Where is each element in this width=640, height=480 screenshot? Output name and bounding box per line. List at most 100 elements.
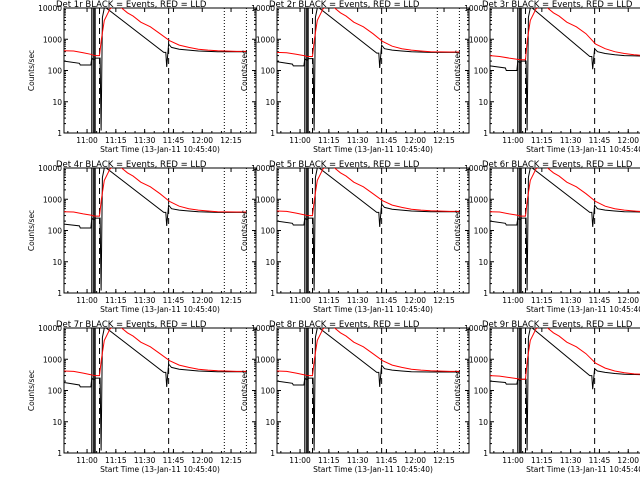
y-tick-label: 100 xyxy=(261,387,276,396)
x-tick-label: 12:15 xyxy=(433,456,455,465)
y-tick-label: 10000 xyxy=(38,324,62,333)
x-tick-label: 11:00 xyxy=(76,456,98,465)
y-tick-label: 100 xyxy=(261,227,276,236)
chart-title: Det 5r BLACK = Events, RED = LLD xyxy=(269,160,420,170)
x-tick-label: 11:45 xyxy=(589,296,611,305)
x-tick-label: 12:00 xyxy=(404,136,426,145)
x-tick-label: 11:30 xyxy=(134,136,156,145)
x-tick-label: 11:30 xyxy=(347,456,369,465)
x-tick-label: 12:15 xyxy=(433,296,455,305)
x-tick-label: 11:45 xyxy=(376,456,398,465)
y-tick-label: 10 xyxy=(52,98,62,107)
events-series-line xyxy=(277,168,460,291)
y-tick-label: 10 xyxy=(478,418,488,427)
x-tick-label: 12:15 xyxy=(220,136,242,145)
x-tick-label: 11:15 xyxy=(531,136,553,145)
chart-title: Det 4r BLACK = Events, RED = LLD xyxy=(56,160,207,170)
y-axis-label: Counts/sec xyxy=(453,210,462,251)
y-tick-label: 1 xyxy=(483,449,488,458)
plot-frame xyxy=(489,327,640,454)
events-series-line xyxy=(490,168,640,291)
y-tick-label: 100 xyxy=(48,227,63,236)
x-tick-label: 12:00 xyxy=(617,136,639,145)
y-tick-label: 100 xyxy=(474,67,489,76)
x-axis-label: Start Time (13-Jan-11 10:45:40) xyxy=(313,305,433,314)
events-series-line xyxy=(277,8,460,131)
chart-panel-9: Det 9r BLACK = Events, RED = LLD 1 10 100 10… xyxy=(453,320,640,474)
x-tick-label: 11:30 xyxy=(134,296,156,305)
y-tick-label: 10000 xyxy=(251,164,275,173)
y-tick-label: 100 xyxy=(474,227,489,236)
y-tick-label: 10000 xyxy=(251,4,275,13)
x-tick-label: 11:00 xyxy=(502,296,524,305)
events-series-line xyxy=(64,328,247,451)
x-tick-label: 11:00 xyxy=(289,456,311,465)
x-axis-label: Start Time (13-Jan-11 10:45:40) xyxy=(526,465,640,474)
y-tick-label: 10 xyxy=(265,258,275,267)
y-tick-label: 100 xyxy=(48,387,63,396)
chart-panel-2: Det 2r BLACK = Events, RED = LLD 1 10 100 10… xyxy=(240,0,470,154)
y-tick-label: 10000 xyxy=(464,164,488,173)
x-axis-label: Start Time (13-Jan-11 10:45:40) xyxy=(100,465,220,474)
x-tick-label: 11:15 xyxy=(531,296,553,305)
y-tick-label: 1 xyxy=(270,449,275,458)
y-tick-label: 10000 xyxy=(464,324,488,333)
chart-title: Det 7r BLACK = Events, RED = LLD xyxy=(56,320,207,330)
y-tick-label: 1 xyxy=(270,129,275,138)
x-axis-label: Start Time (13-Jan-11 10:45:40) xyxy=(526,305,640,314)
y-tick-label: 100 xyxy=(48,67,63,76)
x-tick-label: 11:00 xyxy=(76,296,98,305)
chart-title: Det 9r BLACK = Events, RED = LLD xyxy=(482,320,633,330)
x-tick-label: 11:30 xyxy=(560,456,582,465)
x-axis-label: Start Time (13-Jan-11 10:45:40) xyxy=(313,465,433,474)
plot-frame xyxy=(63,7,257,134)
y-tick-label: 100 xyxy=(261,67,276,76)
y-tick-label: 1 xyxy=(57,289,62,298)
x-tick-label: 11:15 xyxy=(318,136,340,145)
plot-content xyxy=(277,168,460,293)
lld-series-line xyxy=(64,168,247,217)
chart-panel-4: Det 4r BLACK = Events, RED = LLD 1 10 100 10… xyxy=(27,160,257,314)
chart-title: Det 8r BLACK = Events, RED = LLD xyxy=(269,320,420,330)
x-tick-label: 12:15 xyxy=(433,136,455,145)
y-tick-label: 1000 xyxy=(469,195,488,204)
lld-series-line xyxy=(277,328,460,377)
x-axis-label: Start Time (13-Jan-11 10:45:40) xyxy=(526,145,640,154)
lld-series-line xyxy=(64,8,247,57)
chart-title: Det 6r BLACK = Events, RED = LLD xyxy=(482,160,633,170)
y-tick-label: 10 xyxy=(265,418,275,427)
x-tick-label: 11:45 xyxy=(589,136,611,145)
y-axis-label: Counts/sec xyxy=(240,370,249,411)
plot-frame xyxy=(63,167,257,294)
chart-title: Det 2r BLACK = Events, RED = LLD xyxy=(269,0,420,10)
lld-series-line xyxy=(277,8,460,57)
y-tick-label: 1 xyxy=(483,129,488,138)
y-axis-label: Counts/sec xyxy=(453,370,462,411)
x-axis-label: Start Time (13-Jan-11 10:45:40) xyxy=(313,145,433,154)
y-axis-label: Counts/sec xyxy=(27,370,36,411)
y-tick-label: 1000 xyxy=(256,355,275,364)
plot-frame xyxy=(489,167,640,294)
x-tick-label: 11:45 xyxy=(163,136,185,145)
y-tick-label: 1000 xyxy=(256,195,275,204)
x-tick-label: 12:00 xyxy=(191,296,213,305)
y-tick-label: 10 xyxy=(265,98,275,107)
x-tick-label: 12:00 xyxy=(191,136,213,145)
y-tick-label: 1 xyxy=(270,289,275,298)
x-tick-label: 12:00 xyxy=(617,296,639,305)
chart-panel-5: Det 5r BLACK = Events, RED = LLD 1 10 100 10… xyxy=(240,160,470,314)
x-tick-label: 12:00 xyxy=(404,296,426,305)
x-tick-label: 11:30 xyxy=(560,136,582,145)
x-tick-label: 11:15 xyxy=(318,456,340,465)
y-tick-label: 1000 xyxy=(43,355,62,364)
x-tick-label: 12:00 xyxy=(617,456,639,465)
x-tick-label: 11:45 xyxy=(376,296,398,305)
y-axis-label: Counts/sec xyxy=(27,210,36,251)
x-tick-label: 11:15 xyxy=(318,296,340,305)
y-tick-label: 1000 xyxy=(43,195,62,204)
x-tick-label: 11:00 xyxy=(76,136,98,145)
y-tick-label: 10000 xyxy=(464,4,488,13)
x-tick-label: 12:00 xyxy=(404,456,426,465)
y-tick-label: 1000 xyxy=(43,35,62,44)
